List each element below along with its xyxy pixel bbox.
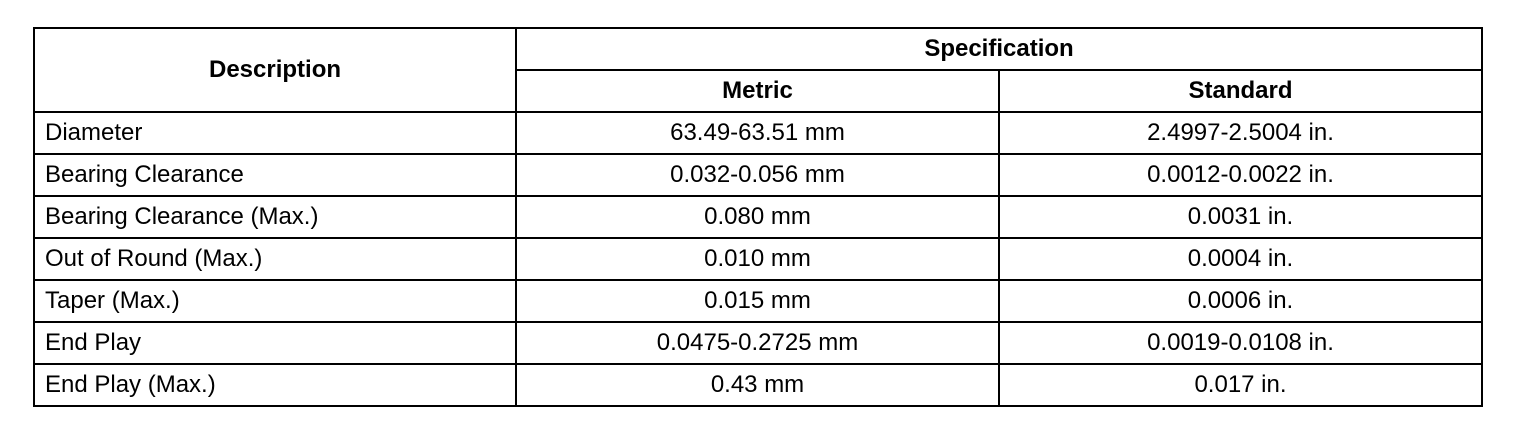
table-row: Taper (Max.) 0.015 mm 0.0006 in. xyxy=(33,279,1483,323)
table-row: End Play (Max.) 0.43 mm 0.017 in. xyxy=(33,363,1483,407)
header-standard: Standard xyxy=(998,69,1483,113)
metric-cell: 0.0475-0.2725 mm xyxy=(515,321,1000,365)
description-cell: Out of Round (Max.) xyxy=(33,237,517,281)
standard-cell: 0.017 in. xyxy=(998,363,1483,407)
standard-cell: 0.0006 in. xyxy=(998,279,1483,323)
metric-cell: 0.032-0.056 mm xyxy=(515,153,1000,197)
header-description: Description xyxy=(33,27,517,113)
table-row: Out of Round (Max.) 0.010 mm 0.0004 in. xyxy=(33,237,1483,281)
table-row: End Play 0.0475-0.2725 mm 0.0019-0.0108 in… xyxy=(33,321,1483,365)
metric-cell: 0.43 mm xyxy=(515,363,1000,407)
table-row: Bearing Clearance (Max.) 0.080 mm 0.0031 i… xyxy=(33,195,1483,239)
description-cell: Bearing Clearance xyxy=(33,153,517,197)
standard-cell: 0.0012-0.0022 in. xyxy=(998,153,1483,197)
description-cell: Bearing Clearance (Max.) xyxy=(33,195,517,239)
metric-cell: 0.015 mm xyxy=(515,279,1000,323)
metric-cell: 0.080 mm xyxy=(515,195,1000,239)
metric-cell: 0.010 mm xyxy=(515,237,1000,281)
description-cell: Diameter xyxy=(33,111,517,155)
header-specification: Specification xyxy=(515,27,1483,71)
standard-cell: 0.0019-0.0108 in. xyxy=(998,321,1483,365)
standard-cell: 0.0031 in. xyxy=(998,195,1483,239)
table-body: Diameter 63.49-63.51 mm 2.4997-2.5004 in. B… xyxy=(33,111,1483,407)
table-row: Diameter 63.49-63.51 mm 2.4997-2.5004 in. xyxy=(33,111,1483,155)
description-cell: End Play xyxy=(33,321,517,365)
spec-table: Description Specification Metric Standar… xyxy=(33,27,1483,407)
standard-cell: 0.0004 in. xyxy=(998,237,1483,281)
metric-cell: 63.49-63.51 mm xyxy=(515,111,1000,155)
table-row: Bearing Clearance 0.032-0.056 mm 0.0012-0.… xyxy=(33,153,1483,197)
description-cell: End Play (Max.) xyxy=(33,363,517,407)
description-cell: Taper (Max.) xyxy=(33,279,517,323)
standard-cell: 2.4997-2.5004 in. xyxy=(998,111,1483,155)
header-metric: Metric xyxy=(515,69,1000,113)
